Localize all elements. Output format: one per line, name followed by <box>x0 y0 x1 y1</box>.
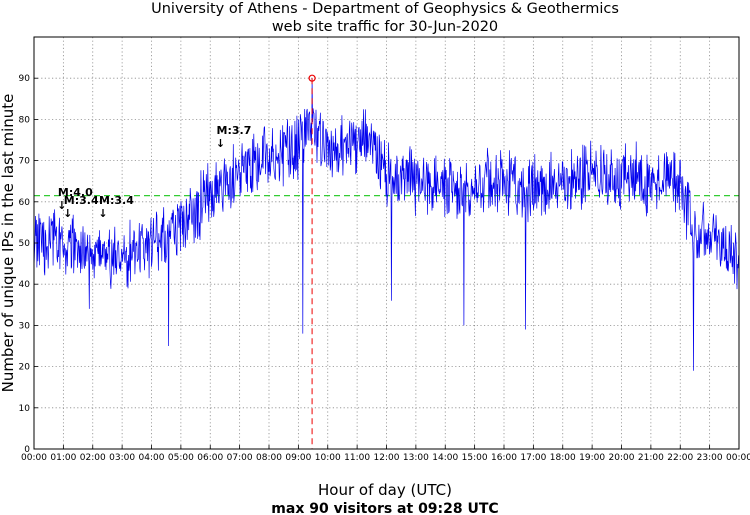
y-tick-label: 40 <box>19 280 31 290</box>
chart-title: University of Athens - Department of Geo… <box>151 1 619 17</box>
y-tick-label: 80 <box>19 115 31 125</box>
x-tick-label: 03:00 <box>109 453 135 463</box>
x-tick-label: 20:00 <box>609 453 635 463</box>
x-tick-label: 14:00 <box>432 453 458 463</box>
x-axis-label: Hour of day (UTC) <box>318 481 452 499</box>
y-axis-ticks: 0 10 20 30 40 50 60 70 80 90 <box>19 74 38 455</box>
x-tick-label: 04:00 <box>139 453 165 463</box>
annotation-label: M:3.4 <box>99 194 134 207</box>
grid <box>34 37 739 449</box>
y-tick-label: 50 <box>19 239 31 249</box>
down-arrow-icon: ↓ <box>216 137 225 150</box>
y-tick-label: 30 <box>19 321 31 331</box>
x-tick-label: 01:00 <box>50 453 76 463</box>
y-axis-label: Number of unique IPs in the last minute <box>0 94 17 393</box>
down-arrow-icon: ↓ <box>98 207 107 220</box>
traffic-series-line <box>33 78 740 371</box>
max-point-marker <box>308 74 316 82</box>
y-tick-label: 0 <box>24 445 30 455</box>
down-arrow-icon: ↓ <box>57 199 66 212</box>
x-tick-label: 08:00 <box>256 453 282 463</box>
x-tick-label: 22:00 <box>667 453 693 463</box>
x-tick-label: 06:00 <box>197 453 223 463</box>
y-tick-label: 20 <box>19 363 31 373</box>
x-tick-label: 07:00 <box>227 453 253 463</box>
x-tick-label: 12:00 <box>374 453 400 463</box>
annotation-label: M:4.0 <box>58 186 93 199</box>
y-tick-label: 90 <box>19 74 31 84</box>
x-tick-label: 02:00 <box>80 453 106 463</box>
x-tick-label: 10:00 <box>315 453 341 463</box>
x-tick-label: 11:00 <box>344 453 370 463</box>
down-arrow-icon: ↓ <box>63 207 72 220</box>
x-tick-label: 17:00 <box>520 453 546 463</box>
x-tick-label: 00:00 <box>726 453 750 463</box>
y-tick-label: 70 <box>19 157 31 167</box>
x-tick-label: 21:00 <box>638 453 664 463</box>
x-tick-label: 15:00 <box>462 453 488 463</box>
annotation-label: M:3.7 <box>217 124 252 137</box>
x-tick-label: 23:00 <box>697 453 723 463</box>
chart-caption: max 90 visitors at 09:28 UTC <box>271 501 498 515</box>
series-group <box>33 78 740 371</box>
x-tick-label: 00:00 <box>21 453 47 463</box>
annotation-label: M:3.4 <box>64 194 99 207</box>
x-tick-label: 19:00 <box>579 453 605 463</box>
y-tick-label: 10 <box>19 404 31 414</box>
x-axis-ticks: 00:00 01:00 02:00 03:00 04:00 05:00 06:00 07:00… <box>21 445 750 463</box>
x-tick-label: 09:00 <box>285 453 311 463</box>
max-marker-group <box>308 74 316 449</box>
y-tick-label: 60 <box>19 198 31 208</box>
x-tick-label: 16:00 <box>491 453 517 463</box>
earthquake-annotations: M:4.0↓M:3.4↓M:3.4↓M:3.7↓ <box>57 124 251 220</box>
chart-subtitle: web site traffic for 30-Jun-2020 <box>272 19 498 35</box>
x-tick-label: 18:00 <box>550 453 576 463</box>
x-tick-label: 13:00 <box>403 453 429 463</box>
x-tick-label: 05:00 <box>168 453 194 463</box>
